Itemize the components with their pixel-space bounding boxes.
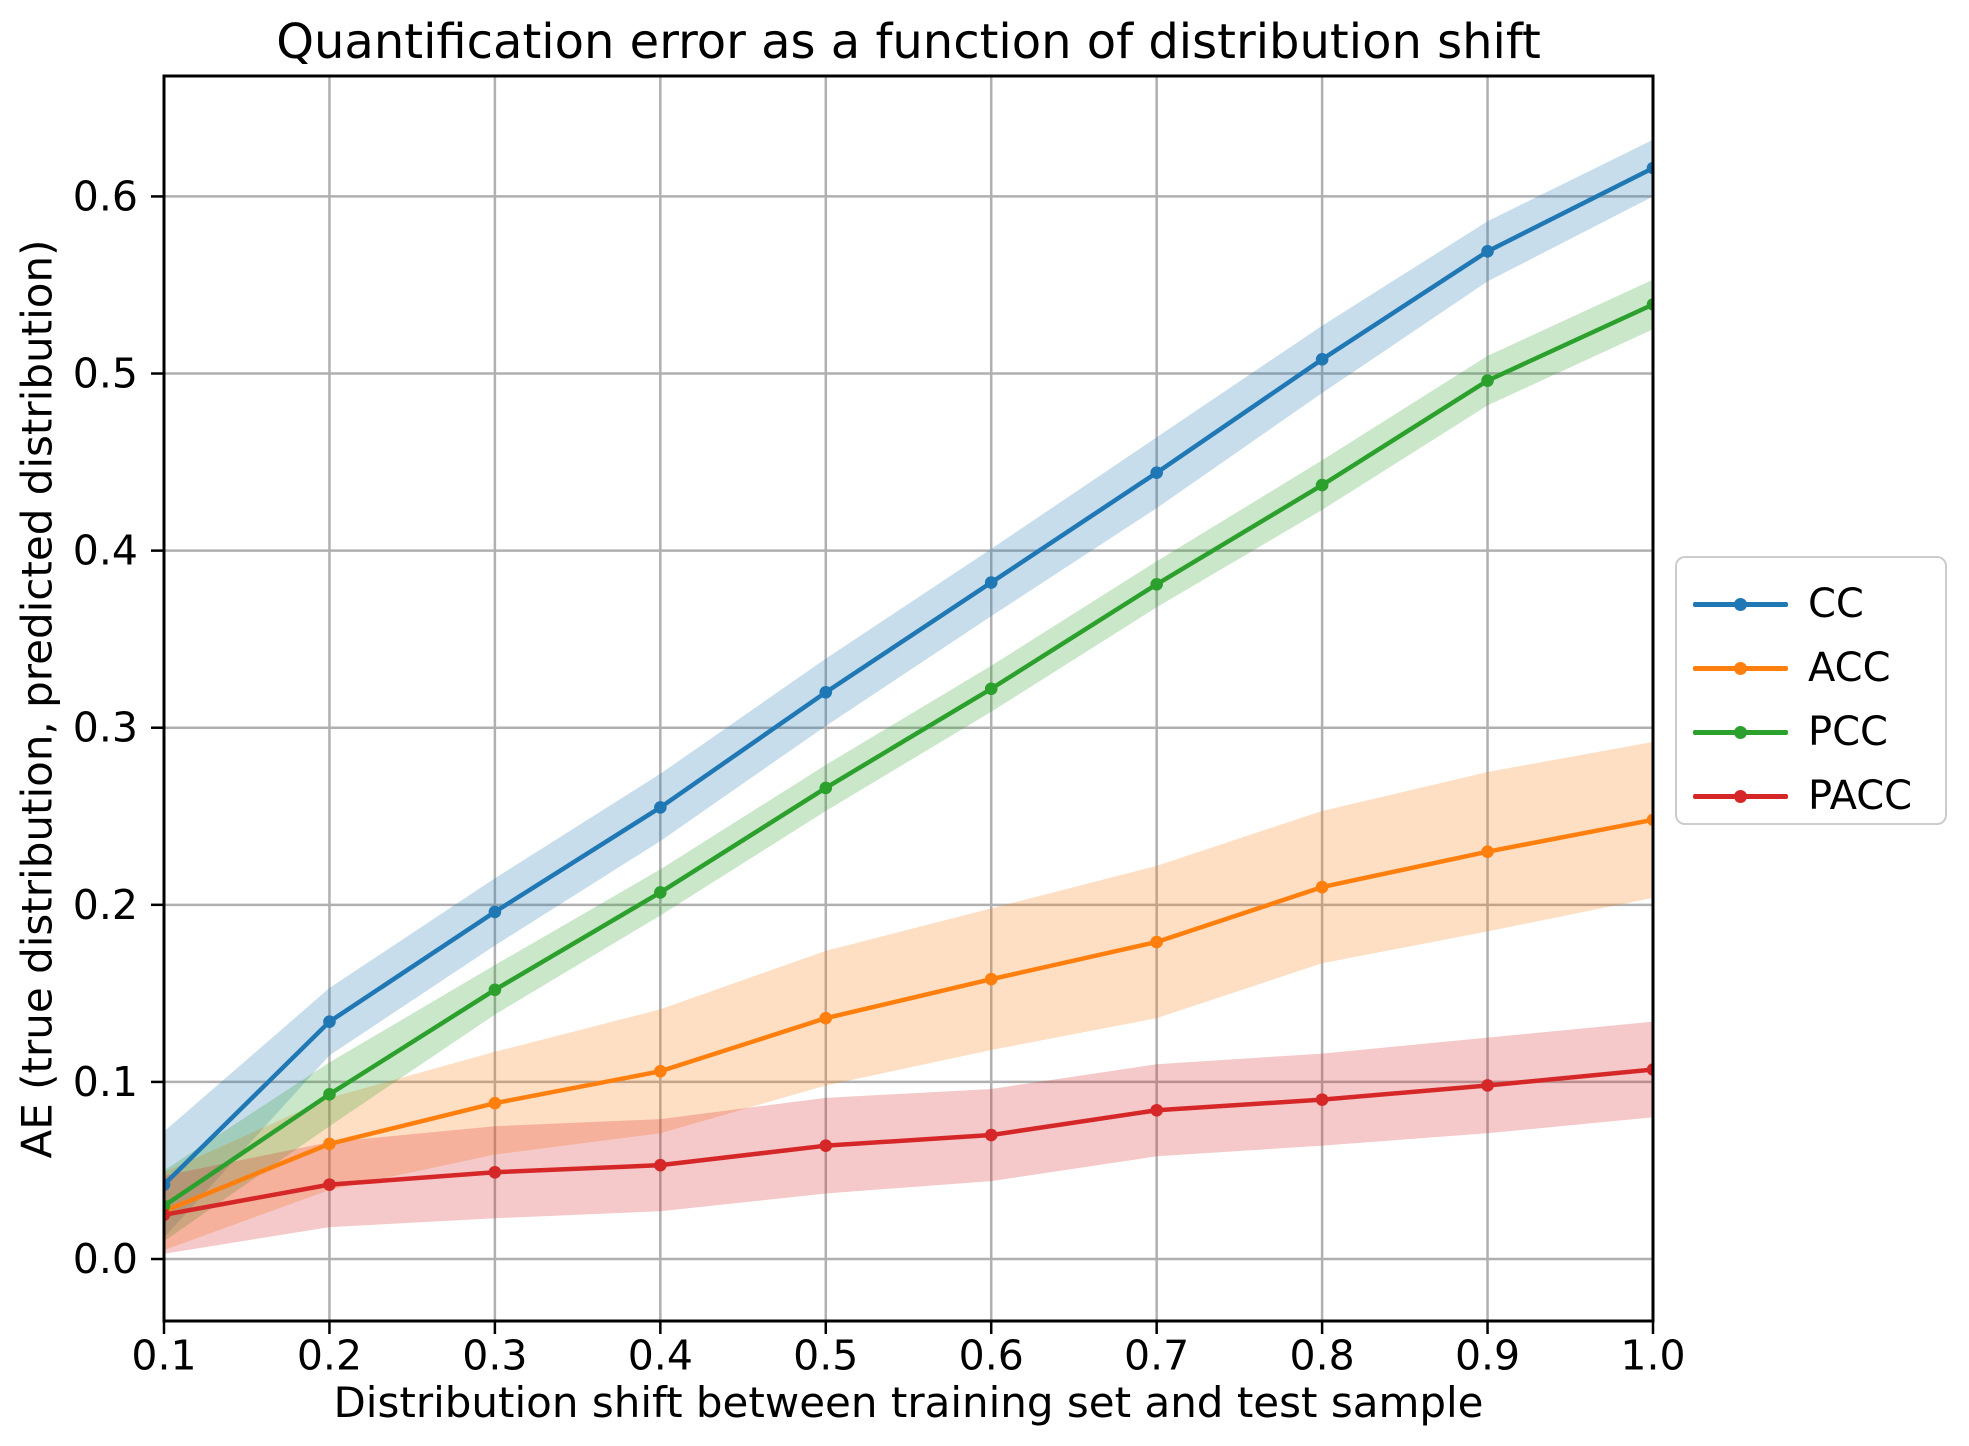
data-point-pcc: [819, 781, 833, 795]
data-point-acc: [654, 1064, 667, 1078]
legend-marker-icon: [1734, 789, 1747, 803]
data-point-pcc: [1481, 374, 1494, 387]
y-tick-label: 0.4: [73, 527, 138, 575]
legend-line-sample: [1693, 725, 1788, 739]
data-point-pacc: [654, 1158, 667, 1172]
markers-cc: [164, 161, 1653, 1191]
data-point-cc: [323, 1015, 336, 1029]
data-point-pcc: [1315, 478, 1329, 492]
data-point-pcc: [1646, 298, 1653, 311]
plot-border: [162, 74, 1655, 1323]
data-point-acc: [819, 1011, 833, 1025]
x-tick-label: 0.9: [1455, 1331, 1520, 1379]
data-point-pcc: [488, 983, 502, 997]
legend-label: PCC: [1808, 709, 1888, 755]
data-point-pacc: [164, 1208, 171, 1222]
legend: CC ACC PCC PACC: [1675, 556, 1947, 825]
data-point-cc: [819, 686, 833, 699]
legend-label: PACC: [1808, 773, 1913, 819]
legend-item-pacc: PACC: [1693, 764, 1945, 828]
x-tick-label: 1.0: [1620, 1331, 1685, 1379]
data-point-pacc: [819, 1139, 833, 1152]
data-point-acc: [488, 1096, 502, 1110]
legend-marker-icon: [1734, 597, 1747, 611]
data-point-pcc: [984, 682, 998, 696]
y-tick-label: 0.1: [73, 1058, 138, 1106]
x-tick-label: 0.6: [959, 1331, 1024, 1379]
markers-pacc: [164, 1063, 1653, 1222]
markers-pcc: [164, 298, 1653, 1213]
band-acc: [164, 741, 1653, 1251]
data-point-pacc: [488, 1165, 502, 1179]
x-tick-label: 0.2: [297, 1331, 362, 1379]
data-point-acc: [984, 972, 998, 986]
line-cc: [164, 166, 1653, 1187]
data-point-pcc: [654, 886, 667, 899]
band-cc: [164, 139, 1653, 1238]
series-lines: [164, 161, 1653, 1222]
legend-line-sample: [1693, 789, 1788, 803]
y-tick-label: 0.3: [73, 704, 138, 752]
x-tick-label: 0.1: [131, 1331, 196, 1379]
line-pcc: [164, 302, 1653, 1208]
x-axis-label: Distribution shift between training set …: [333, 1378, 1484, 1427]
tick-labels: 0.1 0.2 0.3 0.4 0.5 0.6 0.7 0.8 0.9 1.0 0.0 0.1 0.2 0…: [73, 172, 1686, 1379]
grid: [162, 76, 1655, 1321]
line-pacc: [164, 1067, 1653, 1217]
line-acc: [164, 817, 1653, 1214]
data-point-pacc: [1315, 1093, 1329, 1106]
legend-item-acc: ACC: [1693, 636, 1945, 700]
data-point-pacc: [323, 1178, 336, 1191]
data-point-acc: [1150, 935, 1163, 949]
y-tick-label: 0.0: [73, 1235, 138, 1283]
data-point-acc: [1315, 880, 1329, 894]
legend-marker-icon: [1734, 661, 1747, 675]
data-point-acc: [323, 1137, 336, 1151]
data-point-pcc: [1150, 577, 1163, 591]
data-point-cc: [164, 1178, 171, 1191]
data-point-pcc: [323, 1088, 336, 1101]
data-point-cc: [1481, 245, 1494, 258]
data-point-cc: [984, 576, 998, 589]
legend-item-cc: CC: [1693, 572, 1945, 636]
data-point-pacc: [1150, 1103, 1163, 1117]
x-tick-label: 0.4: [628, 1331, 693, 1379]
x-tick-label: 0.5: [793, 1331, 858, 1379]
band-pacc: [164, 1021, 1653, 1254]
chart-title: Quantification error as a function of di…: [276, 14, 1541, 70]
data-point-pacc: [1481, 1079, 1494, 1092]
x-tick-label: 0.3: [462, 1331, 527, 1379]
band-pcc: [164, 279, 1653, 1242]
data-point-pacc: [1646, 1063, 1653, 1076]
data-point-cc: [488, 905, 502, 919]
legend-line-sample: [1693, 661, 1788, 675]
tick-marks: [151, 195, 1655, 1334]
data-point-pacc: [984, 1128, 998, 1142]
data-point-acc: [1481, 845, 1494, 858]
data-point-acc: [1646, 813, 1653, 827]
legend-marker-icon: [1734, 725, 1747, 739]
legend-item-pcc: PCC: [1693, 700, 1945, 764]
y-tick-label: 0.5: [73, 350, 138, 398]
data-point-cc: [1646, 161, 1653, 175]
legend-label: ACC: [1808, 645, 1891, 691]
legend-line-sample: [1693, 597, 1788, 611]
y-axis-label: AE (true distribution, predicted distrib…: [12, 239, 62, 1159]
confidence-bands: [164, 139, 1653, 1254]
legend-label: CC: [1808, 581, 1864, 627]
data-point-cc: [1150, 466, 1163, 479]
y-tick-label: 0.2: [73, 881, 138, 929]
x-tick-label: 0.8: [1290, 1331, 1355, 1379]
data-point-cc: [654, 801, 667, 814]
x-tick-label: 0.7: [1124, 1331, 1189, 1379]
data-point-cc: [1315, 353, 1329, 366]
y-tick-label: 0.6: [73, 172, 138, 220]
